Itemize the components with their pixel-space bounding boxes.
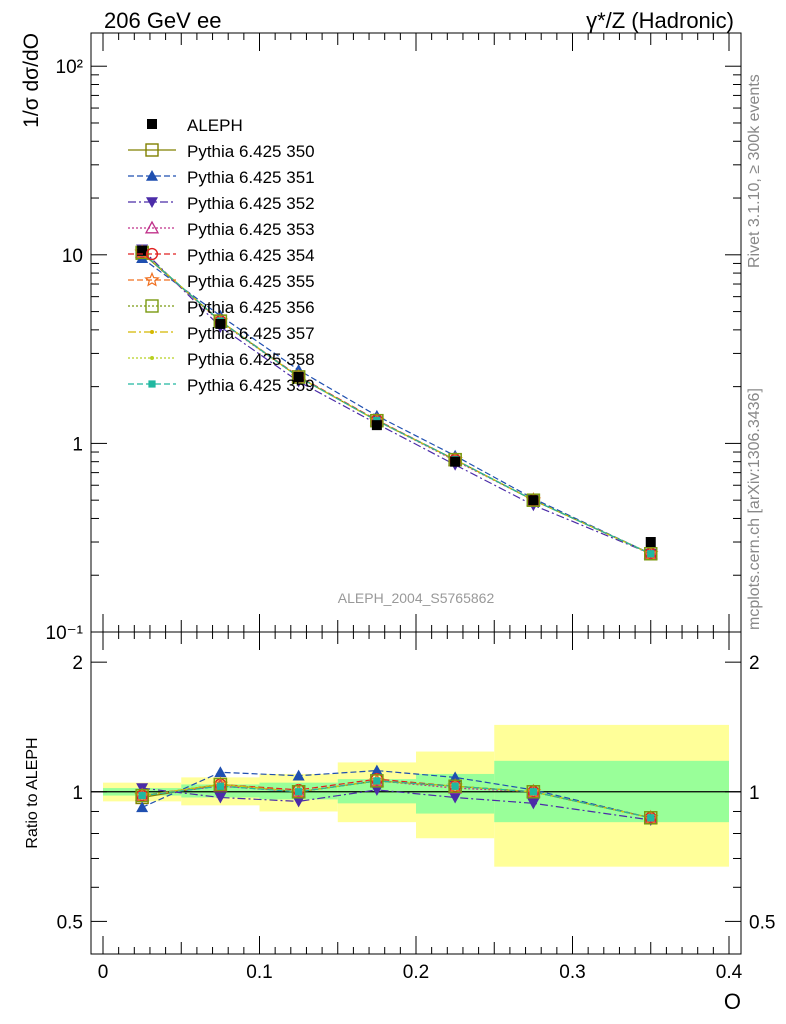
ratio-series-9-point: [138, 791, 146, 800]
legend-marker-3: [144, 220, 160, 234]
main-series-line-2: [141, 248, 651, 555]
main-y-tick-label: 10: [62, 246, 83, 267]
ratio-y-tick-label-right: 0.5: [749, 912, 775, 933]
ratio-series-1-point: [292, 769, 305, 781]
legend-marker-1: [146, 170, 158, 181]
ratio-series-6-point: [135, 788, 149, 803]
aleph-data-point: [137, 245, 148, 256]
ratio-y-tick-label-right: 2: [749, 653, 760, 674]
legend-marker-aleph: [147, 119, 157, 129]
legend-marker-6: [145, 299, 159, 313]
ratio-series-9-point: [373, 777, 381, 785]
legend-label-1: Pythia 6.425 351: [187, 168, 315, 187]
ratio-y-tick-label: 1: [72, 783, 83, 804]
header-left: 206 GeV ee: [104, 8, 222, 33]
aleph-data-point: [371, 420, 382, 431]
legend-marker-0: [145, 143, 159, 157]
main-series-6-point: [291, 370, 306, 384]
ratio-series-1-point: [136, 801, 149, 813]
ratio-series-9-point: [529, 788, 537, 796]
x-tick-label: 0.1: [246, 962, 272, 983]
ratio-series-6-point: [291, 785, 306, 799]
aleph-data-point: [645, 537, 656, 548]
legend-label-8: Pythia 6.425 358: [187, 350, 315, 369]
ratio-series-2-point: [214, 792, 227, 804]
x-axis-label: O: [724, 989, 741, 1014]
ratio-series-1-point: [214, 766, 227, 778]
main-series-9-point: [647, 550, 655, 558]
ratio-y-tick-label-right: 1: [749, 783, 760, 804]
ratio-series-9-point: [451, 782, 459, 790]
x-tick-label: 0.3: [559, 962, 585, 983]
ratio-series-1-point: [449, 771, 462, 783]
legend-label-2: Pythia 6.425 352: [187, 194, 315, 213]
analysis-label: ALEPH_2004_S5765862: [338, 590, 495, 606]
x-tick-label: 0: [98, 962, 109, 983]
ratio-series-2-point: [527, 798, 540, 810]
legend-marker-8: [150, 356, 154, 360]
legend-label-5: Pythia 6.425 355: [187, 272, 315, 291]
ratio-series-6-point: [644, 811, 658, 825]
main-series-6-point: [644, 547, 658, 561]
ratio-series-2-point: [370, 785, 383, 796]
legend-marker-7: [150, 330, 154, 334]
legend-label-0: Pythia 6.425 350: [187, 142, 315, 161]
legend-marker-5: [144, 271, 160, 287]
ratio-series-1-point: [370, 764, 383, 776]
main-y-tick-label: 10²: [56, 57, 83, 78]
legend-label-7: Pythia 6.425 357: [187, 324, 315, 343]
ratio-y-tick-label: 2: [72, 653, 83, 674]
ratio-series-2-point: [449, 792, 462, 804]
ratio-series-6-point: [370, 774, 384, 788]
legend-marker-9: [148, 380, 156, 388]
ratio-series-9-point: [216, 782, 224, 790]
ratio-series-6-point: [526, 785, 541, 799]
main-series-6-point: [526, 493, 541, 507]
legend-label-9: Pythia 6.425 359: [187, 376, 315, 395]
legend-label-6: Pythia 6.425 356: [187, 298, 315, 317]
legend-label-3: Pythia 6.425 353: [187, 220, 315, 239]
ratio-y-axis-label: Ratio to ALEPH: [24, 737, 41, 848]
main-y-tick-label: 1: [72, 434, 83, 455]
header-right: γ*/Z (Hadronic): [586, 8, 734, 33]
legend-marker-2: [146, 197, 158, 208]
ratio-series-2-point: [292, 796, 305, 808]
ratio-y-tick-label: 0.5: [57, 912, 83, 933]
aleph-data-point: [450, 456, 461, 467]
aleph-data-point: [293, 371, 304, 382]
legend-label-aleph: ALEPH: [187, 116, 243, 135]
ratio-series-9-point: [647, 814, 655, 822]
x-tick-label: 0.2: [403, 962, 429, 983]
aleph-data-point: [528, 495, 539, 506]
legend-marker-4: [145, 247, 159, 261]
x-tick-label: 0.4: [716, 962, 743, 983]
ratio-series-6-point: [213, 777, 228, 792]
aleph-data-point: [215, 318, 226, 329]
main-y-tick-label: 10⁻¹: [46, 623, 84, 644]
ratio-series-6-point: [448, 779, 462, 793]
main-y-axis-label: 1/σ dσ/dO: [20, 33, 43, 128]
legend-label-4: Pythia 6.425 354: [187, 246, 315, 265]
ratio-series-9-point: [295, 788, 303, 796]
